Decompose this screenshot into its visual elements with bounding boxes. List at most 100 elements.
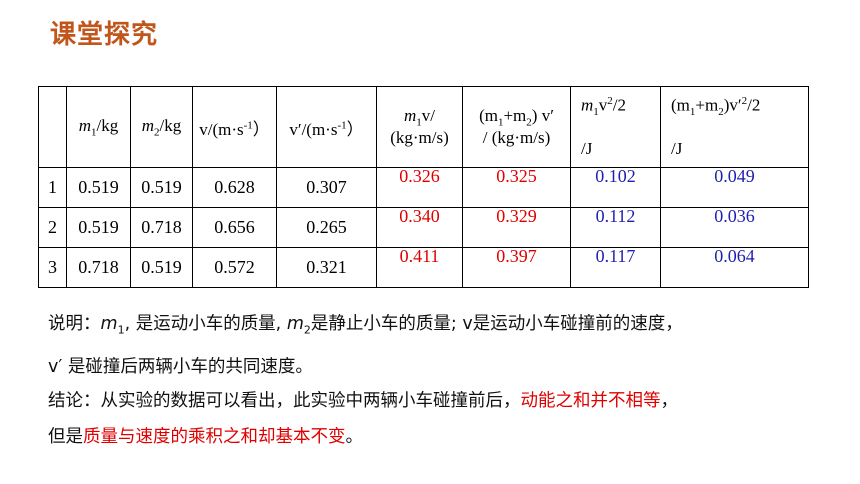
h: 2: [741, 95, 748, 108]
table-cell: 0.036: [660, 206, 809, 248]
header-cell: (m1+m2) v′ / (kg·m/s): [462, 86, 571, 168]
h: +m: [503, 105, 527, 125]
header-cell: m2/kg: [130, 86, 193, 168]
cell-text: 0.519: [78, 177, 119, 197]
cell-text: 0.102: [595, 166, 636, 186]
h: 2: [607, 95, 613, 108]
table-cell: 0.321: [276, 247, 377, 288]
table-cell: 0.117: [570, 246, 661, 288]
table-cell: 0.307: [276, 167, 377, 208]
h: /kg: [96, 115, 119, 135]
cell-text: 2: [48, 217, 57, 237]
h: m: [403, 105, 417, 125]
t: 是静止小车的质量;: [310, 314, 463, 334]
cell-text: 0.519: [141, 257, 182, 277]
table-cell: 0.572: [192, 247, 277, 288]
h: -1: [243, 118, 253, 131]
table-cell: 0.265: [276, 207, 377, 248]
h: 1: [416, 116, 422, 129]
header-cell: m1v/ (kg·m/s): [376, 86, 463, 168]
h: 2: [526, 116, 532, 129]
t: 是碰撞后两辆小车的共同速度。: [62, 356, 313, 377]
table-row: 1 0.519 0.519 0.628 0.307 0.326 0.325 0.102 0.04…: [38, 166, 809, 208]
h: (kg·m/s): [390, 128, 449, 148]
table-cell: 0.519: [130, 247, 193, 288]
h: /2: [747, 96, 761, 116]
h: /kg: [159, 115, 182, 135]
t: 质量与速度的乘积之和却基本不变: [83, 427, 346, 447]
cell-text: 0.265: [306, 217, 347, 237]
t: ，: [660, 391, 679, 411]
h: -1: [337, 118, 347, 131]
cell-text: 0.321: [306, 257, 347, 277]
t: m: [100, 314, 118, 334]
table-cell: 0.325: [462, 166, 571, 208]
table-cell: 0.718: [130, 207, 193, 248]
t: 是运动小车碰撞前的速度，: [472, 314, 683, 334]
cell-text: 0.718: [78, 257, 119, 277]
table-cell: 0.397: [462, 246, 571, 288]
t: , 是运动小车的质量,: [124, 314, 287, 334]
header-cell: v′/(m·s-1）: [276, 86, 377, 168]
t: 动能之和并不相等: [520, 391, 661, 411]
cell-text: 0.411: [399, 246, 440, 266]
cell-text: 0.628: [214, 177, 255, 197]
h: v/: [421, 105, 435, 125]
h: /J: [671, 138, 683, 158]
h: m: [141, 115, 155, 135]
table-cell: 0.411: [376, 246, 463, 288]
table-cell: 0.340: [376, 206, 463, 248]
cell-text: 0.036: [714, 206, 755, 226]
table-cell: 0.326: [376, 166, 463, 208]
t: v: [462, 314, 473, 334]
table-cell: 0.519: [66, 207, 131, 248]
table-cell: 0.628: [192, 167, 277, 208]
cell-text: 0.656: [214, 217, 255, 237]
header-cell: (m1+m2)v′2/2/J: [660, 86, 809, 168]
header-cell: m1/kg: [66, 86, 131, 168]
header-cell: m1v2/2/J: [570, 86, 661, 168]
table-cell: 1: [38, 167, 67, 208]
t: v′: [48, 356, 63, 377]
cell-text: 1: [48, 177, 57, 197]
cell-text: 0.397: [496, 246, 537, 266]
t: m: [286, 314, 304, 334]
conclusion: 结论：从实验的数据可以看出，此实验中两辆小车碰撞前后，动能之和并不相等， 但是质量…: [48, 383, 678, 455]
cell-text: 0.718: [141, 217, 182, 237]
h: (m: [671, 96, 690, 116]
table-cell: 0.112: [570, 206, 661, 248]
cell-text: 0.064: [714, 246, 755, 266]
t: 2: [303, 323, 311, 337]
h: v: [199, 119, 208, 139]
h: (m: [479, 105, 498, 125]
table-cell: 2: [38, 207, 67, 248]
h: v′: [289, 119, 302, 139]
cell-text: 0.519: [141, 177, 182, 197]
t: 说明：: [48, 314, 101, 334]
cell-text: 0.329: [496, 206, 537, 226]
table-cell: 0.519: [66, 167, 131, 208]
t: 结论：从实验的数据可以看出，此实验中两辆小车碰撞前后，: [48, 391, 521, 411]
table-cell: 0.329: [462, 206, 571, 248]
table-cell: 0.102: [570, 166, 661, 208]
h: )v′: [723, 96, 742, 116]
cell-text: 3: [48, 257, 57, 277]
note: 说明：m1, 是运动小车的质量, m2是静止小车的质量; v是运动小车碰撞前的速…: [48, 306, 683, 385]
h: /(m·s: [207, 119, 244, 139]
cell-text: 0.049: [714, 166, 755, 186]
h: /(m·s: [301, 119, 338, 139]
h: m: [581, 96, 594, 116]
h: 1: [91, 126, 97, 139]
t: 。: [345, 427, 364, 447]
cell-text: 0.340: [399, 206, 440, 226]
cell-text: 0.572: [214, 257, 255, 277]
header-cell: v/(m·s-1）: [192, 86, 277, 168]
cell-text: 0.307: [306, 177, 347, 197]
table-cell: 3: [38, 247, 67, 288]
t: 1: [117, 323, 125, 337]
table-row: 2 0.519 0.718 0.656 0.265 0.340 0.329 0.112 0.03…: [38, 206, 809, 248]
h: +m: [695, 96, 719, 116]
h: 2: [718, 106, 724, 119]
h: /J: [581, 138, 593, 158]
